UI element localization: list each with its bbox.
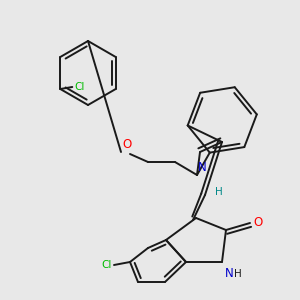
Text: N: N — [225, 267, 234, 280]
Text: H: H — [215, 187, 223, 197]
Text: O: O — [122, 138, 131, 151]
Text: N: N — [198, 161, 207, 174]
Text: O: O — [253, 217, 262, 230]
Text: H: H — [234, 269, 242, 279]
Text: Cl: Cl — [102, 260, 112, 270]
Text: Cl: Cl — [74, 82, 85, 92]
